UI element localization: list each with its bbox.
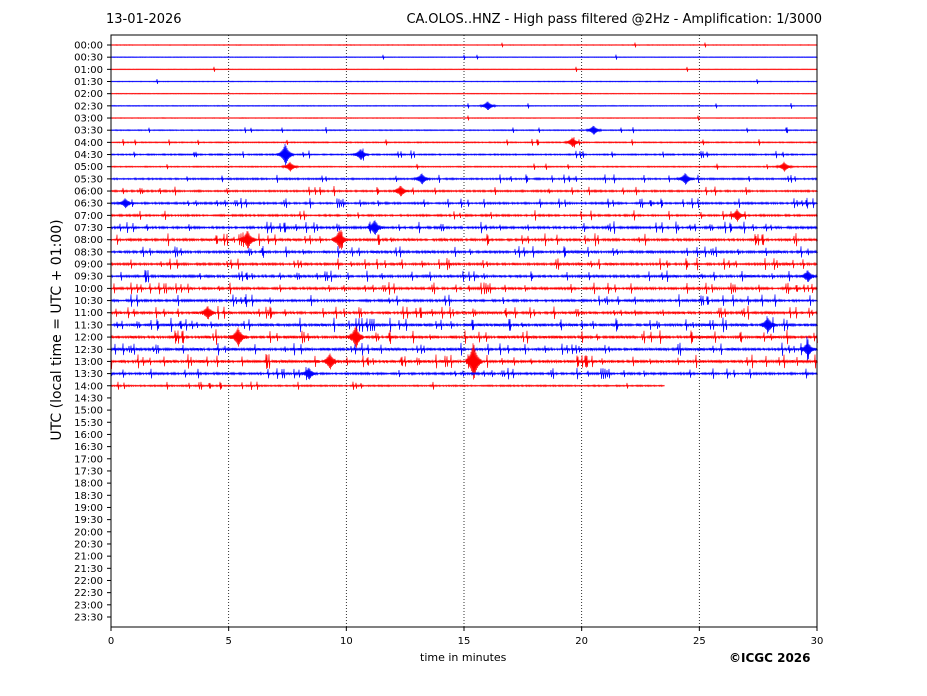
- row-time-label: 19:30: [74, 515, 103, 526]
- trace-row-1200: [110, 326, 818, 348]
- row-time-label: 21:30: [74, 564, 103, 575]
- trace-row-1330: [110, 367, 818, 381]
- row-time-label: 08:30: [74, 247, 103, 258]
- trace-row-0730: [110, 220, 818, 235]
- y-axis-label: UTC (local time = UTC + 01:00): [49, 219, 65, 441]
- row-time-label: 22:30: [74, 588, 103, 599]
- row-time-label: 14:00: [74, 381, 103, 392]
- trace-row-1100: [110, 305, 818, 320]
- row-time-label: 10:30: [74, 296, 103, 307]
- trace-row-0100: [110, 66, 818, 72]
- row-time-label: 17:30: [74, 466, 103, 477]
- x-tick-label: 15: [458, 636, 471, 647]
- trace-row-1030: [110, 294, 818, 308]
- trace-row-0400: [110, 137, 818, 148]
- row-time-label: 08:00: [74, 235, 103, 246]
- row-time-label: 22:00: [74, 576, 103, 587]
- trace-row-0500: [110, 161, 818, 172]
- trace-row-0230: [110, 101, 818, 111]
- row-time-label: 01:30: [74, 77, 103, 88]
- trace-row-0800: [110, 229, 818, 250]
- copyright-credit: ©ICGC 2026: [729, 651, 811, 665]
- date-label: 13-01-2026: [106, 12, 182, 27]
- x-tick-label: 5: [225, 636, 231, 647]
- row-time-label: 17:00: [74, 454, 103, 465]
- trace-row-1130: [110, 316, 818, 334]
- row-time-label: 12:30: [74, 345, 103, 356]
- trace-row-1230: [110, 336, 818, 362]
- row-time-label: 00:30: [74, 53, 103, 64]
- row-time-label: 20:00: [74, 527, 103, 538]
- axis-ticks: [107, 44, 818, 631]
- row-time-label: 16:00: [74, 430, 103, 441]
- row-time-label: 04:30: [74, 150, 103, 161]
- row-time-label: 06:30: [74, 199, 103, 210]
- row-time-label: 11:00: [74, 308, 103, 319]
- trace-row-0000: [110, 42, 818, 48]
- row-time-label: 13:00: [74, 357, 103, 368]
- x-tick-label: 0: [108, 636, 114, 647]
- row-time-label: 04:00: [74, 138, 103, 149]
- row-time-label: 14:30: [74, 393, 103, 404]
- row-time-label: 13:30: [74, 369, 103, 380]
- row-time-label: 20:30: [74, 539, 103, 550]
- trace-row-1000: [110, 282, 818, 295]
- trace-row-0130: [110, 79, 818, 84]
- row-time-label: 11:30: [74, 320, 103, 331]
- trace-row-0630: [110, 197, 818, 209]
- row-time-label: 18:00: [74, 479, 103, 490]
- trace-row-0830: [110, 245, 818, 258]
- row-time-label: 05:00: [74, 162, 103, 173]
- row-time-label: 00:00: [74, 41, 103, 52]
- row-time-label: 15:30: [74, 418, 103, 429]
- trace-row-0030: [110, 54, 818, 60]
- x-tick-label: 25: [693, 636, 706, 647]
- trace-row-1400: [110, 381, 665, 391]
- trace-row-0430: [110, 143, 818, 166]
- trace-row-0900: [110, 257, 818, 271]
- row-time-label: 18:30: [74, 491, 103, 502]
- row-time-label: 12:00: [74, 333, 103, 344]
- row-time-label: 16:30: [74, 442, 103, 453]
- trace-rows: [110, 42, 818, 391]
- row-time-label: 07:00: [74, 211, 103, 222]
- trace-row-1300: [110, 343, 818, 380]
- row-time-label: 03:00: [74, 114, 103, 125]
- x-tick-label: 20: [575, 636, 588, 647]
- row-time-label: 05:30: [74, 174, 103, 185]
- row-time-label: 19:00: [74, 503, 103, 514]
- x-tick-label: 10: [340, 636, 353, 647]
- trace-row-0330: [110, 125, 818, 135]
- row-time-label: 02:30: [74, 101, 103, 112]
- tick-labels: 0 5 10 15 20 25 30 00:0000:3001:0001:3002:0002:…: [74, 41, 823, 648]
- trace-row-0200: [110, 92, 818, 95]
- row-time-label: 01:00: [74, 65, 103, 76]
- trace-row-0930: [110, 269, 818, 283]
- row-time-label: 10:00: [74, 284, 103, 295]
- trace-row-0300: [110, 115, 818, 121]
- trace-row-0700: [110, 209, 818, 222]
- trace-row-0530: [110, 173, 818, 185]
- x-tick-label: 30: [811, 636, 824, 647]
- trace-row-0600: [110, 185, 818, 197]
- plot-frame: [110, 34, 818, 628]
- row-time-label: 09:30: [74, 272, 103, 283]
- row-time-label: 06:00: [74, 187, 103, 198]
- row-time-label: 23:30: [74, 612, 103, 623]
- x-axis-label: time in minutes: [420, 651, 507, 664]
- chart-title: CA.OLOS..HNZ - High pass filtered @2Hz -…: [406, 12, 822, 27]
- row-time-label: 21:00: [74, 552, 103, 563]
- vertical-grid: [228, 35, 700, 627]
- row-time-label: 02:00: [74, 89, 103, 100]
- row-time-label: 23:00: [74, 600, 103, 611]
- row-time-label: 07:30: [74, 223, 103, 234]
- row-time-label: 03:30: [74, 126, 103, 137]
- row-time-label: 09:00: [74, 260, 103, 271]
- row-time-label: 15:00: [74, 406, 103, 417]
